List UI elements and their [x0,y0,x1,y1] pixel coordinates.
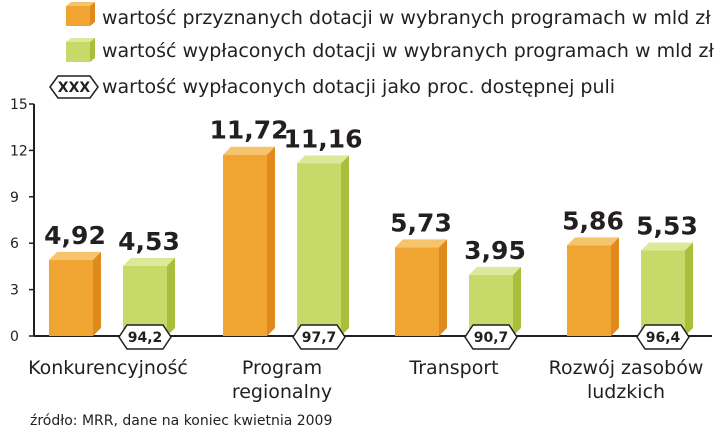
percent-badge [464,324,518,350]
bar-front-face [567,245,611,336]
value-label-granted: 11,72 [209,116,288,145]
bar-top-face [469,266,521,275]
bar-side-face [341,155,349,336]
bar-side-face [611,237,619,336]
bar-top-face [395,239,447,248]
legend-pct-marker-box [49,75,99,99]
y-tick-label: 6 [10,236,19,252]
legend-swatch-granted-front [66,6,90,26]
legend-swatch-granted [66,2,95,26]
bar-front-face [297,163,341,336]
legend-swatch-granted-side [90,2,95,26]
legend-label-granted: wartość przyznanych dotacji w wybranych … [102,7,711,29]
percent-label: 97,7 [302,330,337,346]
legend: wartość przyznanych dotacji w wybranych … [49,2,714,99]
value-label-paid: 5,53 [636,211,698,240]
bar-side-face [685,242,693,336]
bar-front-face [223,154,267,336]
bar-front-face [395,247,439,336]
percent-label: 94,2 [128,330,163,346]
y-tick-label: 12 [10,143,28,159]
bar-side-face [167,257,175,336]
category-label: Transport [408,357,498,379]
bar-side-face [267,146,275,336]
percent-badge [292,324,346,350]
bar-top-face [297,155,349,164]
bar-granted [223,146,275,336]
percent-badge [636,324,690,350]
legend-pct-marker: XXX [58,80,91,96]
bar-top-face [641,242,693,251]
percent-label: 90,7 [474,330,509,346]
value-label-granted: 5,86 [562,206,624,235]
y-ticks: 0 3 6 9 12 15 [10,97,34,345]
bar-paid [641,242,693,336]
bar-side-face [93,251,101,336]
category-label: regionalny [232,381,332,403]
percent-label: 96,4 [646,330,681,346]
percent-badge [118,324,172,350]
value-label-granted: 4,92 [44,221,106,250]
bar-top-face [223,146,275,155]
value-label-granted: 5,73 [390,208,452,237]
category-label: Program [242,357,322,379]
category-label: ludzkich [587,381,665,403]
y-tick-label: 0 [10,329,19,345]
bar-front-face [641,250,685,336]
value-label-paid: 3,95 [464,236,526,265]
bar-granted [49,251,101,336]
bar-top-face [49,251,101,260]
legend-label-pct: wartość wypłaconych dotacji jako proc. d… [102,76,615,98]
category-label: Konkurencyjność [28,357,188,379]
y-tick-label: 9 [10,190,19,206]
value-label-paid: 11,16 [283,124,362,153]
source-note: źródło: MRR, dane na koniec kwietnia 200… [30,413,332,429]
legend-swatch-paid-front [66,42,90,62]
bar-side-face [439,239,447,336]
bar-front-face [49,259,93,336]
bar-top-face [123,257,175,266]
bar-granted [395,239,447,336]
y-tick-label: 3 [10,283,19,299]
bar-paid [297,155,349,336]
legend-swatch-paid [66,38,95,62]
legend-swatch-granted-top [66,2,95,6]
legend-label-paid: wartość wypłaconych dotacji w wybranych … [102,40,714,62]
percent-labels: 94,2 97,7 90,7 96,4 [118,324,690,350]
bar-side-face [513,266,521,336]
y-tick-label: 15 [10,97,28,113]
legend-swatch-paid-side [90,38,95,62]
category-label: Rozwój zasobów [549,357,704,379]
bar-top-face [567,237,619,246]
bar-granted [567,237,619,336]
legend-swatch-paid-top [66,38,95,42]
value-label-paid: 4,53 [118,227,180,256]
